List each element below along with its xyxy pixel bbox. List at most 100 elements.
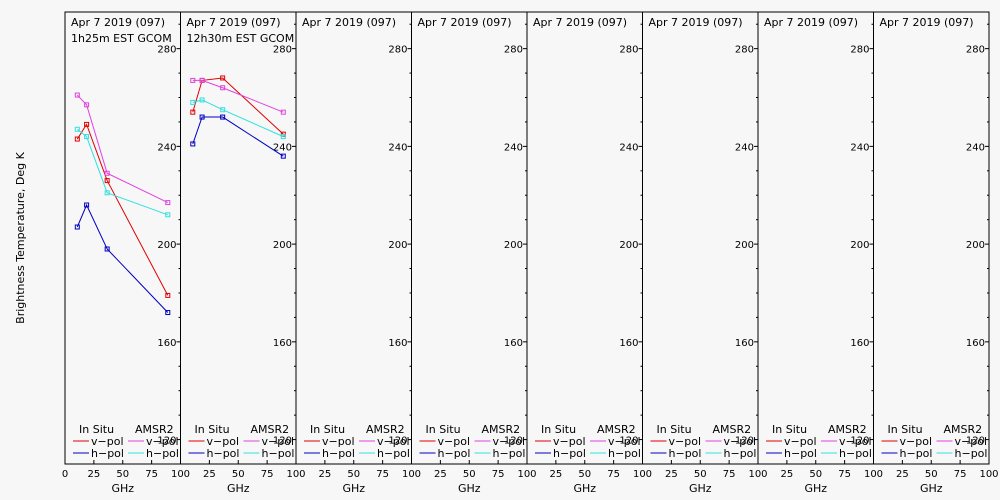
x-tick-label: 75 (723, 469, 736, 480)
data-point-amsr2_h (199, 97, 205, 103)
legend-insitu-v-pol-label: v−pol (669, 435, 702, 448)
legend-insitu-h-pol-label: h−pol (553, 447, 586, 460)
x-tick-label: 75 (145, 469, 158, 480)
data-point-amsr2_v (84, 102, 90, 108)
legend-insitu-h-pol-label: h−pol (438, 447, 471, 460)
y-tick-label: 280 (273, 45, 292, 56)
y-tick-label: 120 (388, 436, 407, 447)
legend-insitu-title: In Situ (195, 423, 230, 436)
y-tick-label: 120 (157, 436, 176, 447)
panel-title: Apr 7 2019 (097) (71, 16, 165, 29)
panel-subtitle: 1h25m EST GCOM (71, 32, 172, 45)
legend-insitu-v-pol-label: v−pol (322, 435, 355, 448)
y-tick-label: 200 (619, 240, 638, 251)
legend-insitu-title: In Situ (310, 423, 345, 436)
data-point-insitu_h (74, 224, 80, 230)
legend-insitu-title: In Situ (888, 423, 923, 436)
data-point-insitu_v (190, 109, 196, 115)
x-tick-label: 25 (550, 469, 563, 480)
data-point-amsr2_v (280, 109, 286, 115)
legend-amsr2-h-pol-label: h−pol (262, 447, 295, 460)
y-tick-label: 160 (504, 338, 523, 349)
y-tick-label: 200 (850, 240, 869, 251)
y-tick-label: 280 (966, 45, 985, 56)
data-point-amsr2_h (220, 107, 226, 113)
x-tick-label: 50 (809, 469, 822, 480)
x-tick-label: 50 (925, 469, 938, 480)
data-point-insitu_h (84, 202, 90, 208)
x-tick-label: 50 (463, 469, 476, 480)
data-point-amsr2_h (280, 134, 286, 140)
x-tick-label: 100 (864, 469, 883, 480)
legend-amsr2-v-pol-label: v−pol (955, 435, 988, 448)
panel-title: Apr 7 2019 (097) (764, 16, 858, 29)
data-point-amsr2_h (104, 190, 110, 196)
y-tick-label: 160 (388, 338, 407, 349)
x-tick-label: 25 (203, 469, 216, 480)
y-tick-label: 120 (735, 436, 754, 447)
legend-amsr2-h-pol-label: h−pol (146, 447, 179, 460)
data-point-insitu_v (104, 178, 110, 184)
y-tick-label: 160 (850, 338, 869, 349)
data-point-amsr2_h (74, 126, 80, 132)
y-tick-label: 200 (273, 240, 292, 251)
legend-insitu-v-pol-label: v−pol (207, 435, 240, 448)
y-tick-label: 160 (157, 338, 176, 349)
data-point-insitu_v (74, 136, 80, 142)
data-point-insitu_v (220, 75, 226, 81)
y-tick-label: 280 (157, 45, 176, 56)
x-axis-label: GHz (111, 482, 134, 495)
data-point-insitu_h (220, 114, 226, 120)
panel-title: Apr 7 2019 (097) (418, 16, 512, 29)
y-tick-label: 120 (273, 436, 292, 447)
data-point-amsr2_h (84, 134, 90, 140)
x-tick-label: 25 (665, 469, 678, 480)
x-tick-label: 50 (347, 469, 360, 480)
y-tick-label: 240 (735, 142, 754, 153)
legend-insitu-h-pol-label: h−pol (322, 447, 355, 460)
y-tick-label: 120 (619, 436, 638, 447)
data-point-insitu_h (190, 141, 196, 147)
legend-amsr2-v-pol-label: v−pol (608, 435, 641, 448)
legend-amsr2-h-pol-label: h−pol (608, 447, 641, 460)
data-point-amsr2_h (190, 99, 196, 105)
series-line-insitu_h (76, 203, 169, 313)
data-point-amsr2_v (74, 92, 80, 98)
series-line-amsr2_v (192, 79, 284, 113)
panel-5: Apr 7 2019 (097) 120 160 200 240 280 25 50 75 100… (526, 11, 652, 495)
legend-amsr2-h-pol-label: h−pol (493, 447, 526, 460)
data-point-insitu_h (165, 310, 171, 316)
data-point-insitu_h (104, 246, 110, 252)
legend-amsr2-title: AMSR2 (597, 423, 636, 436)
y-tick-label: 200 (966, 240, 985, 251)
legend-insitu-h-pol-label: h−pol (207, 447, 240, 460)
legend-amsr2-v-pol-label: v−pol (146, 435, 179, 448)
y-tick-label: 240 (850, 142, 869, 153)
data-point-amsr2_v (104, 170, 110, 176)
y-tick-label: 240 (388, 142, 407, 153)
x-tick-label: 75 (954, 469, 967, 480)
legend-amsr2-title: AMSR2 (366, 423, 405, 436)
x-axis-label: GHz (920, 482, 943, 495)
legend-insitu-title: In Situ (79, 423, 114, 436)
panel-title: Apr 7 2019 (097) (649, 16, 743, 29)
legend-insitu-v-pol-label: v−pol (438, 435, 471, 448)
panel-6: Apr 7 2019 (097) 120 160 200 240 280 25 50 75 100… (642, 11, 768, 495)
x-tick-label: 100 (979, 469, 998, 480)
y-tick-label: 200 (504, 240, 523, 251)
data-point-amsr2_v (190, 77, 196, 83)
legend-amsr2-title: AMSR2 (828, 423, 867, 436)
y-tick-label: 200 (157, 240, 176, 251)
panel-title: Apr 7 2019 (097) (302, 16, 396, 29)
x-tick-label: 75 (838, 469, 851, 480)
legend-insitu-v-pol-label: v−pol (900, 435, 933, 448)
series-line-insitu_v (76, 123, 169, 296)
series-line-amsr2_h (192, 99, 284, 138)
x-tick-label: 25 (319, 469, 332, 480)
legend-insitu-title: In Situ (772, 423, 807, 436)
legend-amsr2-v-pol-label: v−pol (377, 435, 410, 448)
legend-insitu-v-pol-label: v−pol (784, 435, 817, 448)
y-tick-label: 240 (504, 142, 523, 153)
panel-subtitle: 12h30m EST GCOM (187, 32, 295, 45)
